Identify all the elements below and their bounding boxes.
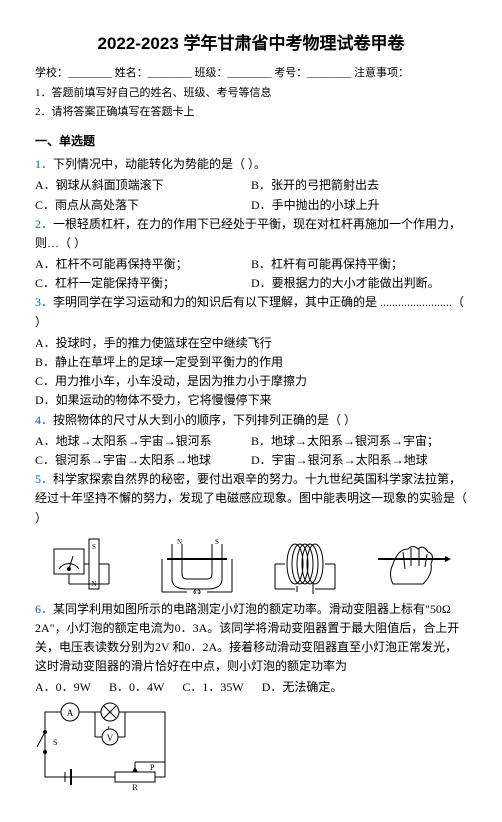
qnum-6: 6． bbox=[35, 602, 53, 616]
q4-B: B．地球→太阳系→银河系→宇宙； bbox=[251, 432, 467, 451]
exam-title: 2022-2023 学年甘肃省中考物理试卷甲卷 bbox=[35, 30, 467, 57]
svg-text:N: N bbox=[177, 538, 182, 546]
section-title-1: 一、单选题 bbox=[35, 132, 467, 151]
q1-B-text: 张开的弓把箭射出去 bbox=[271, 178, 379, 192]
q2-B: B．杠杆有可能再保持平衡； bbox=[251, 255, 467, 274]
q3-C-text: 用力推小车，小车没动，是因为推力小于摩擦力 bbox=[55, 374, 307, 388]
q2-A: A．杠杆不可能再保持平衡； bbox=[35, 255, 251, 274]
q2-stem: 一根轻质杠杆，在力的作用下已经处于平衡，现在对杠杆再施加一个作用力，则…（ ） bbox=[35, 217, 461, 250]
q4-stem: 按照物体的尺寸从大到小的顺序，下列排列正确的是（ ） bbox=[53, 413, 356, 427]
svg-text:S: S bbox=[92, 543, 96, 551]
info-line-2: 2．请将答案正确填写在答题卡上 bbox=[35, 104, 467, 122]
q4-opts: A．地球→太阳系→宇宙→银河系 B．地球→太阳系→银河系→宇宙； C．银河系→宇… bbox=[35, 432, 467, 470]
q3-C: C．用力推小车，小车没动，是因为推力小于摩擦力 bbox=[35, 372, 467, 391]
svg-text:S: S bbox=[53, 738, 57, 747]
q4-D: D．宇宙→银河系→太阳系→地球 bbox=[251, 451, 467, 470]
svg-text:V: V bbox=[107, 733, 114, 743]
qnum-2: 2． bbox=[35, 217, 53, 231]
q6-A: A．0．9W bbox=[35, 678, 91, 697]
qnum-4: 4． bbox=[35, 413, 53, 427]
qnum-5: 5． bbox=[35, 472, 53, 486]
q3-D-text: 如果运动的物体不受力，它将慢慢停下来 bbox=[56, 393, 272, 407]
question-6: 6．某同学利用如图所示的电路测定小灯泡的额定功率。滑动变阻器上标有"50Ω 2A… bbox=[35, 600, 467, 677]
q1-A: A．钢球从斜面顶端滚下 bbox=[35, 176, 251, 195]
q4-A: A．地球→太阳系→宇宙→银河系 bbox=[35, 432, 251, 451]
q6-D: D．无法确定。 bbox=[262, 678, 343, 697]
q2-B-text: 杠杆有可能再保持平衡； bbox=[271, 257, 403, 271]
qnum-3: 3． bbox=[35, 295, 53, 309]
q6-B-text: 0．4W bbox=[129, 680, 164, 694]
q3-A-text: 投球时，手的推力使篮球在空中继续飞行 bbox=[56, 336, 272, 350]
q5-fig-C bbox=[265, 534, 345, 594]
q2-D: D．要根据力的大小才能做出判断。 bbox=[251, 274, 467, 293]
q3-B-text: 静止在草坪上的足球一定受到平衡力的作用 bbox=[55, 355, 283, 369]
q5-figures: S N N S G bbox=[35, 534, 467, 594]
q1-stem: 下列情况中，动能转化为势能的是（ ）。 bbox=[53, 157, 266, 171]
q2-A-text: 杠杆不可能再保持平衡； bbox=[56, 257, 188, 271]
q1-opts: A．钢球从斜面顶端滚下 B．张开的弓把箭射出去 C．雨点从高处落下 D．手中抛出… bbox=[35, 176, 467, 214]
q6-opts: A．0．9W B．0．4W C．1．35W D．无法确定。 bbox=[35, 678, 467, 697]
q6-B: B．0．4W bbox=[109, 678, 164, 697]
question-3: 3．李明同学在学习运动和力的知识后有以下理解，其中正确的是 ..........… bbox=[35, 293, 467, 331]
svg-text:G: G bbox=[195, 590, 200, 594]
svg-text:P: P bbox=[150, 763, 155, 772]
q4-C-text: 银河系→宇宙→太阳系→地球 bbox=[55, 453, 211, 467]
q2-D-text: 要根据力的大小才能做出判断。 bbox=[272, 276, 440, 290]
svg-text:A: A bbox=[67, 708, 74, 718]
q5-fig-D bbox=[373, 534, 453, 594]
info-line-0: 学校：________ 姓名：________ 班级：________ 考号：_… bbox=[35, 65, 467, 83]
qnum-1: 1． bbox=[35, 157, 53, 171]
q6-stem: 某同学利用如图所示的电路测定小灯泡的额定功率。滑动变阻器上标有"50Ω 2A"，… bbox=[35, 602, 459, 674]
question-2: 2．一根轻质杠杆，在力的作用下已经处于平衡，现在对杠杆再施加一个作用力，则…（ … bbox=[35, 215, 467, 253]
q6-C: C．1．35W bbox=[182, 678, 243, 697]
q6-A-text: 0．9W bbox=[56, 680, 91, 694]
info-line-1: 1．答题前填写好自己的姓名、班级、考号等信息 bbox=[35, 85, 467, 103]
q4-D-text: 宇宙→银河系→太阳系→地球 bbox=[272, 453, 428, 467]
q5-fig-A: S N bbox=[49, 534, 129, 594]
q2-C: C．杠杆一定能保持平衡； bbox=[35, 274, 251, 293]
q6-C-text: 1．35W bbox=[202, 680, 243, 694]
q3-D: D．如果运动的物体不受力，它将慢慢停下来 bbox=[35, 391, 467, 410]
q6-D-text: 无法确定。 bbox=[282, 680, 342, 694]
q1-B: B．张开的弓把箭射出去 bbox=[251, 176, 467, 195]
q6-circuit: A L V S P R bbox=[35, 702, 175, 792]
q3-A: A．投球时，手的推力使篮球在空中继续飞行 bbox=[35, 334, 467, 353]
q4-A-text: 地球→太阳系→宇宙→银河系 bbox=[56, 434, 212, 448]
q1-A-text: 钢球从斜面顶端滚下 bbox=[56, 178, 164, 192]
q2-opts: A．杠杆不可能再保持平衡； B．杠杆有可能再保持平衡； C．杠杆一定能保持平衡；… bbox=[35, 255, 467, 293]
q5-fig-B: N S G bbox=[157, 534, 237, 594]
q1-C: C．雨点从高处落下 bbox=[35, 196, 251, 215]
question-1: 1．下列情况中，动能转化为势能的是（ ）。 bbox=[35, 155, 467, 174]
q1-C-text: 雨点从高处落下 bbox=[55, 198, 139, 212]
q3-B: B．静止在草坪上的足球一定受到平衡力的作用 bbox=[35, 353, 467, 372]
q2-C-text: 杠杆一定能保持平衡； bbox=[55, 276, 175, 290]
q1-D: D．手中抛出的小球上升 bbox=[251, 196, 467, 215]
svg-text:S: S bbox=[215, 538, 219, 546]
svg-text:R: R bbox=[132, 783, 138, 792]
q4-C: C．银河系→宇宙→太阳系→地球 bbox=[35, 451, 251, 470]
question-4: 4．按照物体的尺寸从大到小的顺序，下列排列正确的是（ ） bbox=[35, 411, 467, 430]
q5-stem: 科学家探索自然界的秘密，要付出艰辛的努力。十九世纪英国科学家法拉第，经过十年坚持… bbox=[35, 472, 467, 524]
q4-B-text: 地球→太阳系→银河系→宇宙； bbox=[271, 434, 439, 448]
question-5: 5．科学家探索自然界的秘密，要付出艰辛的努力。十九世纪英国科学家法拉第，经过十年… bbox=[35, 470, 467, 528]
q3-stem: 李明同学在学习运动和力的知识后有以下理解，其中正确的是 ............… bbox=[35, 295, 464, 328]
q1-D-text: 手中抛出的小球上升 bbox=[272, 198, 380, 212]
